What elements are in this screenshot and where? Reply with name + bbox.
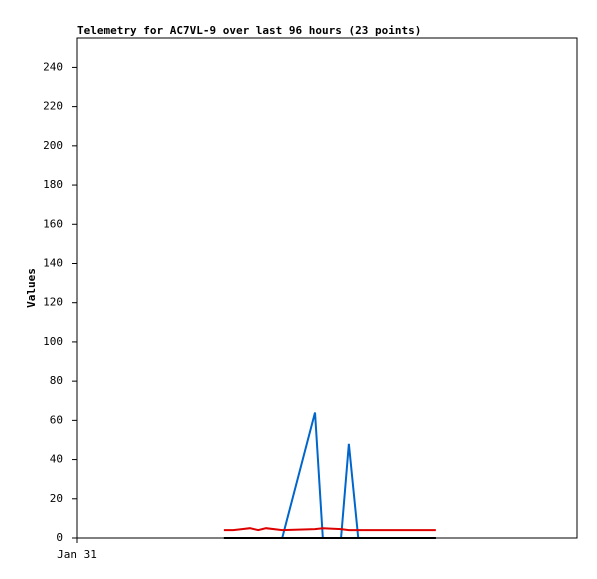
y-axis-label: Values [25, 268, 38, 308]
y-tick-label: 120 [43, 296, 63, 309]
y-tick-label: 220 [43, 100, 63, 113]
y-tick-label: 0 [56, 531, 63, 544]
y-tick-label: 40 [50, 453, 63, 466]
y-tick-label: 140 [43, 256, 63, 269]
y-tick-label: 20 [50, 492, 63, 505]
y-tick-label: 200 [43, 139, 63, 152]
series-line [223, 527, 436, 532]
chart-title: Telemetry for AC7VL-9 over last 96 hours… [77, 24, 421, 37]
x-tick-label: Jan 31 [57, 548, 97, 561]
y-tick-label: 160 [43, 217, 63, 230]
y-tick-label: 180 [43, 178, 63, 191]
plot-frame [76, 37, 578, 539]
y-tick-label: 80 [50, 374, 63, 387]
series-line [223, 412, 436, 539]
y-tick-label: 240 [43, 60, 63, 73]
y-tick-label: 60 [50, 413, 63, 426]
y-tick-label: 100 [43, 335, 63, 348]
